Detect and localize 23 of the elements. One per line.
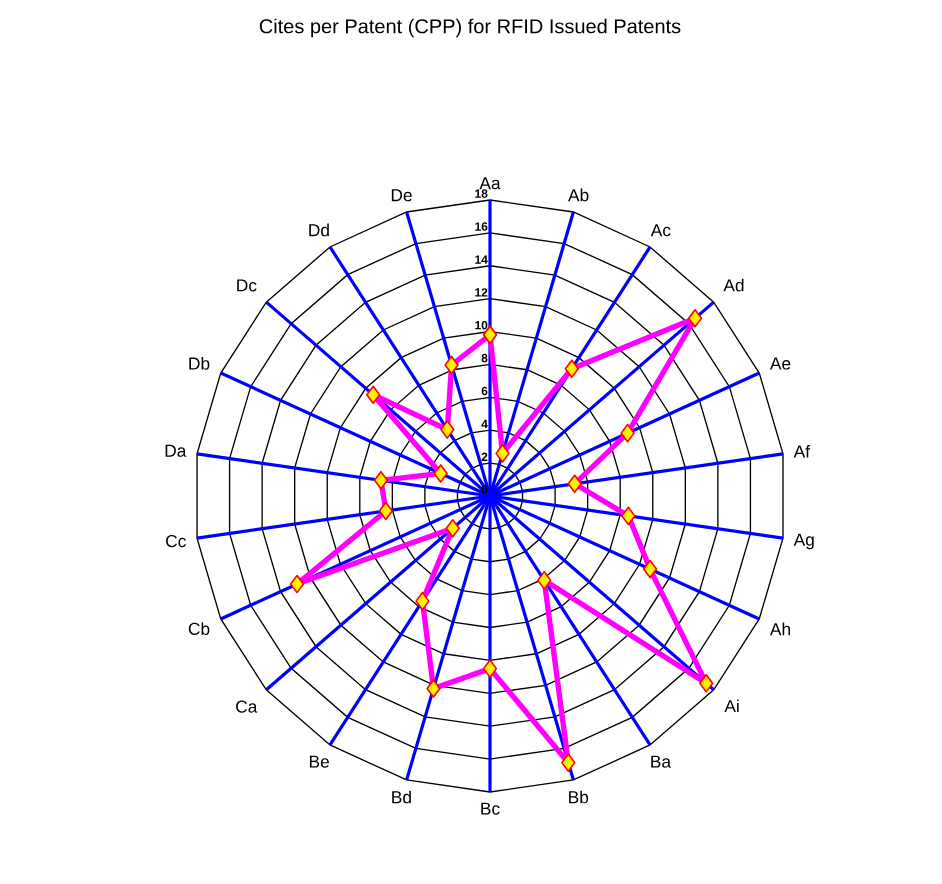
spoke-label: Aa	[479, 177, 501, 190]
spoke-label: Ab	[568, 188, 589, 202]
spoke-label: Dd	[309, 223, 329, 237]
spoke-label: Ah	[769, 622, 790, 636]
spoke-label: Ag	[793, 533, 814, 550]
spoke-label: Bc	[481, 802, 500, 815]
spoke-label: De	[391, 189, 412, 202]
spoke-label: Ca	[236, 700, 258, 713]
spoke-label: Bd	[392, 790, 411, 804]
spoke-label: Ac	[650, 224, 671, 237]
spoke-label: Da	[165, 444, 187, 457]
spoke-label: Ae	[769, 357, 791, 370]
spoke-label: Af	[793, 444, 811, 458]
spoke-label: Cc	[166, 534, 186, 548]
spoke-label: Bb	[569, 790, 589, 804]
chart-title: Cites per Patent (CPP) for RFID Issued Patents	[259, 18, 681, 38]
spoke-label: Dc	[237, 279, 257, 292]
spoke-label: Ad	[723, 278, 744, 292]
spoke-label: Ba	[651, 755, 672, 768]
spoke-label: Cb	[188, 622, 210, 635]
spoke-label: Ai	[724, 699, 739, 713]
spoke-label: Db	[189, 356, 210, 370]
spoke-label: Be	[309, 755, 329, 768]
